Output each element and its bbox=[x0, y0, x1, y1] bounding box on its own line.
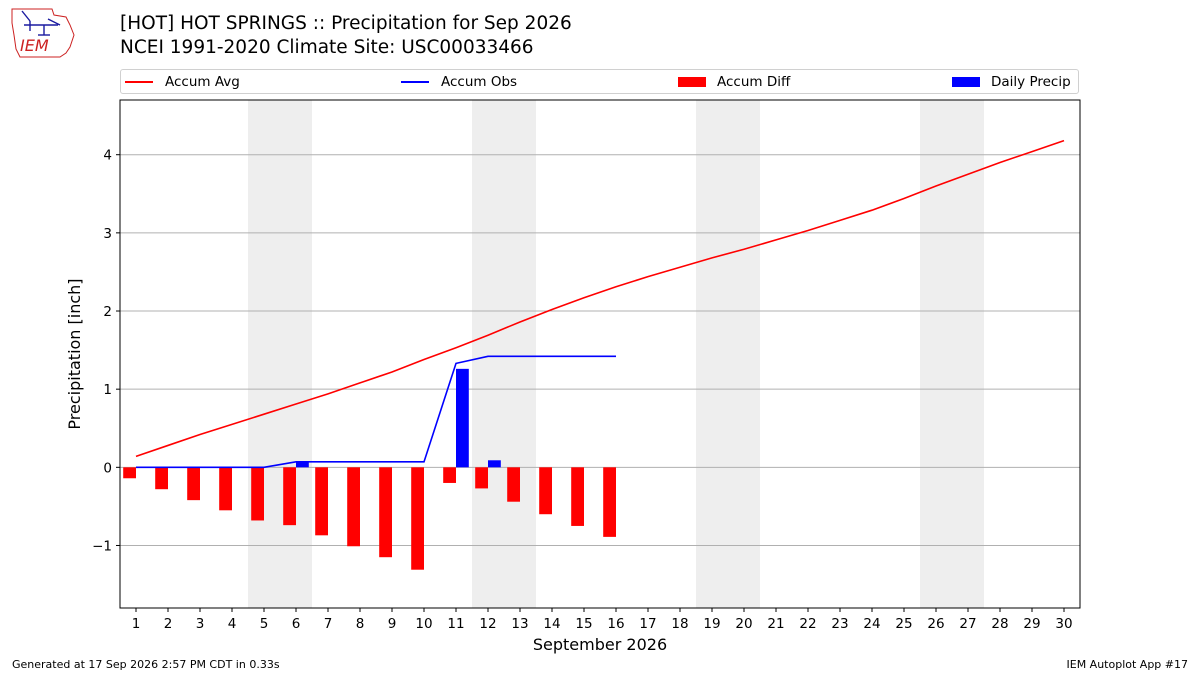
legend-item-accum-diff: Accum Diff bbox=[678, 70, 790, 93]
legend-label-accum-avg: Accum Avg bbox=[165, 73, 240, 90]
x-tick-label: 25 bbox=[895, 616, 912, 632]
x-tick-label: 26 bbox=[927, 616, 944, 632]
x-tick-label: 30 bbox=[1055, 616, 1072, 632]
x-tick-label: 28 bbox=[991, 616, 1008, 632]
x-tick-label: 19 bbox=[703, 616, 720, 632]
x-tick-label: 18 bbox=[671, 616, 688, 632]
x-tick-label: 12 bbox=[479, 616, 496, 632]
legend-swatch-daily-precip bbox=[952, 76, 980, 87]
x-tick-label: 21 bbox=[767, 616, 784, 632]
x-tick-label: 2 bbox=[164, 616, 173, 632]
y-tick-label: 1 bbox=[103, 382, 112, 398]
chart-title-line2: NCEI 1991-2020 Climate Site: USC00033466 bbox=[120, 37, 534, 58]
legend-item-daily-precip: Daily Precip bbox=[952, 70, 1071, 93]
daily-precip-bar bbox=[296, 461, 309, 468]
weekend-band bbox=[472, 100, 536, 608]
x-tick-label: 6 bbox=[292, 616, 301, 632]
logo-text: IEM bbox=[20, 36, 49, 55]
legend-label-accum-obs: Accum Obs bbox=[441, 73, 518, 90]
x-tick-label: 11 bbox=[447, 616, 464, 632]
x-tick-label: 14 bbox=[543, 616, 560, 632]
accum-diff-bar bbox=[315, 467, 328, 536]
accum-diff-bar bbox=[443, 467, 456, 483]
accum-diff-bar bbox=[475, 467, 488, 489]
accum-diff-bar bbox=[347, 467, 360, 547]
daily-precip-bar bbox=[456, 368, 469, 468]
x-tick-label: 10 bbox=[415, 616, 432, 632]
accum-diff-bar bbox=[379, 467, 392, 558]
x-tick-label: 4 bbox=[228, 616, 237, 632]
legend-swatch-accum-obs bbox=[401, 80, 429, 83]
weekend-band bbox=[248, 100, 312, 608]
autoplot-app-label: IEM Autoplot App #17 bbox=[1066, 658, 1189, 671]
legend-item-accum-avg: Accum Avg bbox=[125, 70, 240, 93]
accum-diff-bar bbox=[411, 467, 424, 570]
weekend-band bbox=[696, 100, 760, 608]
legend-item-accum-obs: Accum Obs bbox=[401, 70, 517, 93]
y-tick-label: 4 bbox=[103, 148, 112, 164]
chart-title-line1: [HOT] HOT SPRINGS :: Precipitation for S… bbox=[120, 13, 572, 34]
daily-precip-bar bbox=[488, 460, 501, 468]
weekend-band bbox=[920, 100, 984, 608]
accum-diff-bar bbox=[507, 467, 520, 502]
x-axis-label: September 2026 bbox=[533, 635, 667, 654]
iem-logo: IEM bbox=[11, 8, 75, 58]
legend-label-accum-diff: Accum Diff bbox=[717, 73, 791, 90]
y-tick-label: −1 bbox=[92, 538, 112, 554]
x-tick-label: 15 bbox=[575, 616, 592, 632]
x-tick-label: 5 bbox=[260, 616, 269, 632]
x-tick-label: 17 bbox=[639, 616, 656, 632]
chart-legend: Accum Avg Accum Obs Accum Diff Daily Pre… bbox=[120, 69, 1079, 94]
x-tick-label: 1 bbox=[132, 616, 141, 632]
accum-diff-bar bbox=[155, 467, 168, 490]
x-tick-label: 20 bbox=[735, 616, 752, 632]
y-tick-label: 2 bbox=[103, 304, 112, 320]
legend-swatch-accum-diff bbox=[678, 76, 706, 87]
x-tick-label: 23 bbox=[831, 616, 848, 632]
x-tick-label: 9 bbox=[388, 616, 397, 632]
accum-diff-bar bbox=[187, 467, 200, 501]
accum-avg-line bbox=[135, 139, 1065, 458]
legend-swatch-accum-avg bbox=[125, 80, 153, 83]
x-tick-label: 22 bbox=[799, 616, 816, 632]
accum-diff-bar bbox=[539, 467, 552, 515]
plot-frame bbox=[119, 99, 1081, 609]
accum-obs-line bbox=[136, 355, 616, 469]
accum-diff-bar bbox=[283, 467, 296, 526]
accum-diff-bar bbox=[219, 467, 232, 511]
generated-timestamp: Generated at 17 Sep 2026 2:57 PM CDT in … bbox=[12, 658, 280, 671]
x-tick-label: 29 bbox=[1023, 616, 1040, 632]
x-tick-label: 24 bbox=[863, 616, 880, 632]
accum-diff-bar bbox=[603, 467, 616, 537]
x-tick-label: 16 bbox=[607, 616, 624, 632]
x-tick-label: 27 bbox=[959, 616, 976, 632]
legend-label-daily-precip: Daily Precip bbox=[991, 73, 1071, 90]
y-tick-label: 0 bbox=[103, 460, 112, 476]
accum-diff-bar bbox=[251, 467, 264, 521]
x-tick-label: 3 bbox=[196, 616, 205, 632]
y-tick-label: 3 bbox=[103, 226, 112, 242]
x-tick-label: 7 bbox=[324, 616, 333, 632]
y-axis-label: Precipitation [inch] bbox=[65, 278, 84, 429]
accum-diff-bar bbox=[571, 467, 584, 526]
x-tick-label: 13 bbox=[511, 616, 528, 632]
accum-diff-bar bbox=[123, 467, 136, 479]
x-tick-label: 8 bbox=[356, 616, 365, 632]
